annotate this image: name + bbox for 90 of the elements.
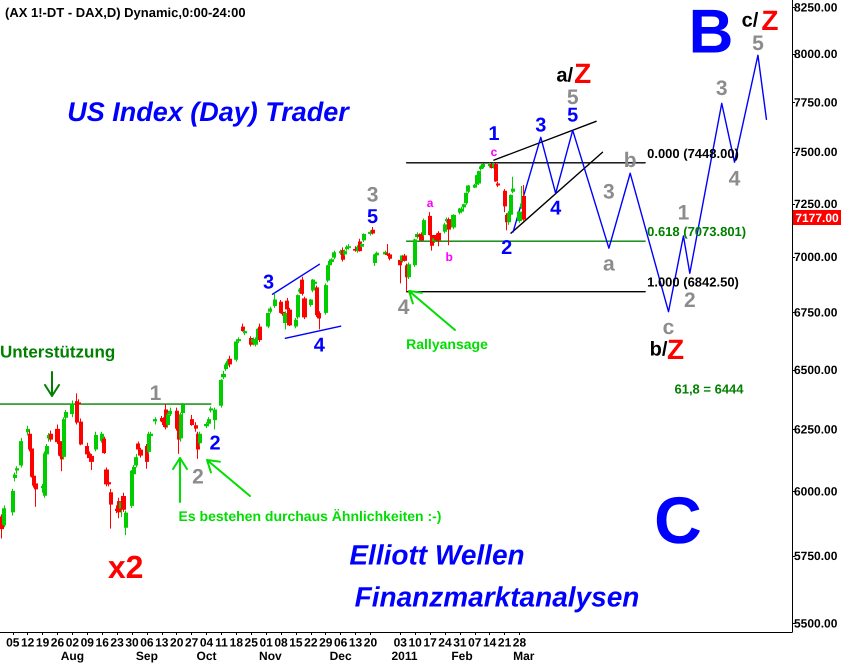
x-tick-label: 03: [394, 636, 408, 650]
annotation: 2: [209, 432, 221, 454]
x-tick-label: 07: [468, 636, 482, 650]
x2-tick-label: 2011: [391, 649, 418, 663]
x-tick-label: 28: [512, 636, 526, 650]
x-tick-label: 21: [498, 636, 512, 650]
x-tick-label: 20: [364, 636, 378, 650]
annotation: 4: [314, 334, 326, 356]
annotation: b: [446, 250, 453, 264]
y-tick-label: 7250.00: [794, 196, 838, 211]
x-tick-label: 09: [80, 636, 94, 650]
x-tick-label: 23: [110, 636, 124, 650]
y-tick-label: 6500.00: [794, 362, 838, 377]
annotation: 3: [603, 180, 615, 204]
annotation: 4: [398, 296, 410, 320]
x-tick-label: 06: [334, 636, 348, 650]
x-tick-label: 12: [21, 636, 35, 650]
x-tick-label: 30: [125, 636, 139, 650]
annotation: 1: [150, 382, 162, 405]
annotation: 2: [501, 237, 512, 260]
annotation: 3: [262, 271, 274, 294]
y-tick-label: 5750.00: [794, 549, 838, 564]
annotation: 3: [535, 114, 546, 136]
annotation: Elliott Wellen: [349, 540, 525, 570]
annotation: 4: [550, 197, 562, 220]
annotation: B: [688, 0, 734, 66]
annotation: 61,8 = 6444: [674, 382, 744, 396]
x-tick-label: 17: [423, 636, 438, 650]
annotation: c: [490, 144, 498, 159]
x-tick-label: 25: [244, 636, 258, 650]
y-tick-label: 6750.00: [794, 305, 838, 320]
x-tick-label: 01: [259, 636, 274, 650]
annotation: 1: [678, 201, 690, 224]
annotation: 2: [192, 465, 204, 488]
x-tick-label: 11: [215, 636, 228, 650]
annotation: Unterstützung: [0, 342, 116, 362]
annotation: US Index (Day) Trader: [67, 97, 350, 127]
x-tick-label: 26: [50, 636, 64, 650]
y-tick-label: 5500.00: [794, 616, 838, 631]
annotation: 5: [367, 206, 378, 228]
x2-tick-label: Aug: [60, 649, 84, 663]
x-tick-label: 13: [348, 636, 363, 650]
x-tick-label: 24: [438, 636, 452, 650]
y-tick-label: 7750.00: [794, 95, 838, 110]
x-tick-label: 10: [408, 636, 422, 650]
x-tick-label: 29: [319, 636, 333, 650]
annotation: a: [603, 252, 616, 276]
y-tick-label: 8250.00: [794, 0, 838, 14]
chart-title: (AX 1!-DT - DAX,D) Dynamic,0:00-24:00: [5, 5, 246, 20]
x-tick-label: 05: [6, 636, 20, 650]
annotation: C: [654, 483, 702, 557]
x-tick-label: 15: [289, 636, 303, 650]
annotation: Rallyansage: [406, 336, 488, 352]
annotation: 3: [366, 184, 378, 206]
x2-tick-label: Sep: [136, 649, 158, 663]
x2-tick-label: Oct: [196, 649, 217, 663]
annotation: 1: [488, 122, 500, 145]
x-tick-label: 20: [170, 636, 184, 650]
annotation: c/: [742, 9, 759, 32]
x-tick-label: 27: [184, 636, 199, 650]
y-tick-label: 6250.00: [794, 422, 838, 436]
x-tick-label: 16: [96, 636, 110, 650]
annotation: 2: [684, 288, 696, 312]
x-tick-label: 04: [200, 636, 214, 650]
x2-tick-label: Feb: [451, 649, 473, 663]
x-tick-label: 14: [483, 636, 497, 650]
annotation: Finanzmarktanalysen: [354, 582, 640, 612]
annotation: b/: [650, 338, 668, 361]
x-tick-label: 22: [304, 636, 318, 650]
annotation: 3: [716, 76, 728, 100]
x-tick-label: 19: [36, 636, 50, 650]
x-tick-label: 31: [453, 636, 467, 650]
text: 7177.00: [795, 211, 840, 225]
y-tick-label: 6000.00: [794, 484, 838, 498]
annotation: a: [426, 196, 434, 210]
annotation: Es bestehen durchaus Ähnlichkeiten :-): [178, 508, 442, 524]
x-tick-label: 02: [66, 636, 80, 650]
x2-tick-label: Nov: [259, 649, 282, 663]
annotation: x2: [108, 549, 144, 586]
x-tick-label: 06: [140, 636, 154, 650]
annotation: a/: [556, 64, 574, 86]
y-tick-label: 7000.00: [794, 250, 838, 264]
x-tick-label: 08: [274, 636, 288, 650]
y-tick-label: 8000.00: [794, 47, 838, 62]
x2-tick-label: Mar: [513, 649, 535, 663]
x2-tick-label: Dec: [330, 649, 352, 663]
x-tick-label: 18: [230, 636, 244, 650]
x-tick-label: 13: [155, 636, 169, 650]
annotation: 4: [728, 168, 741, 191]
y-tick-label: 7500.00: [794, 145, 838, 160]
